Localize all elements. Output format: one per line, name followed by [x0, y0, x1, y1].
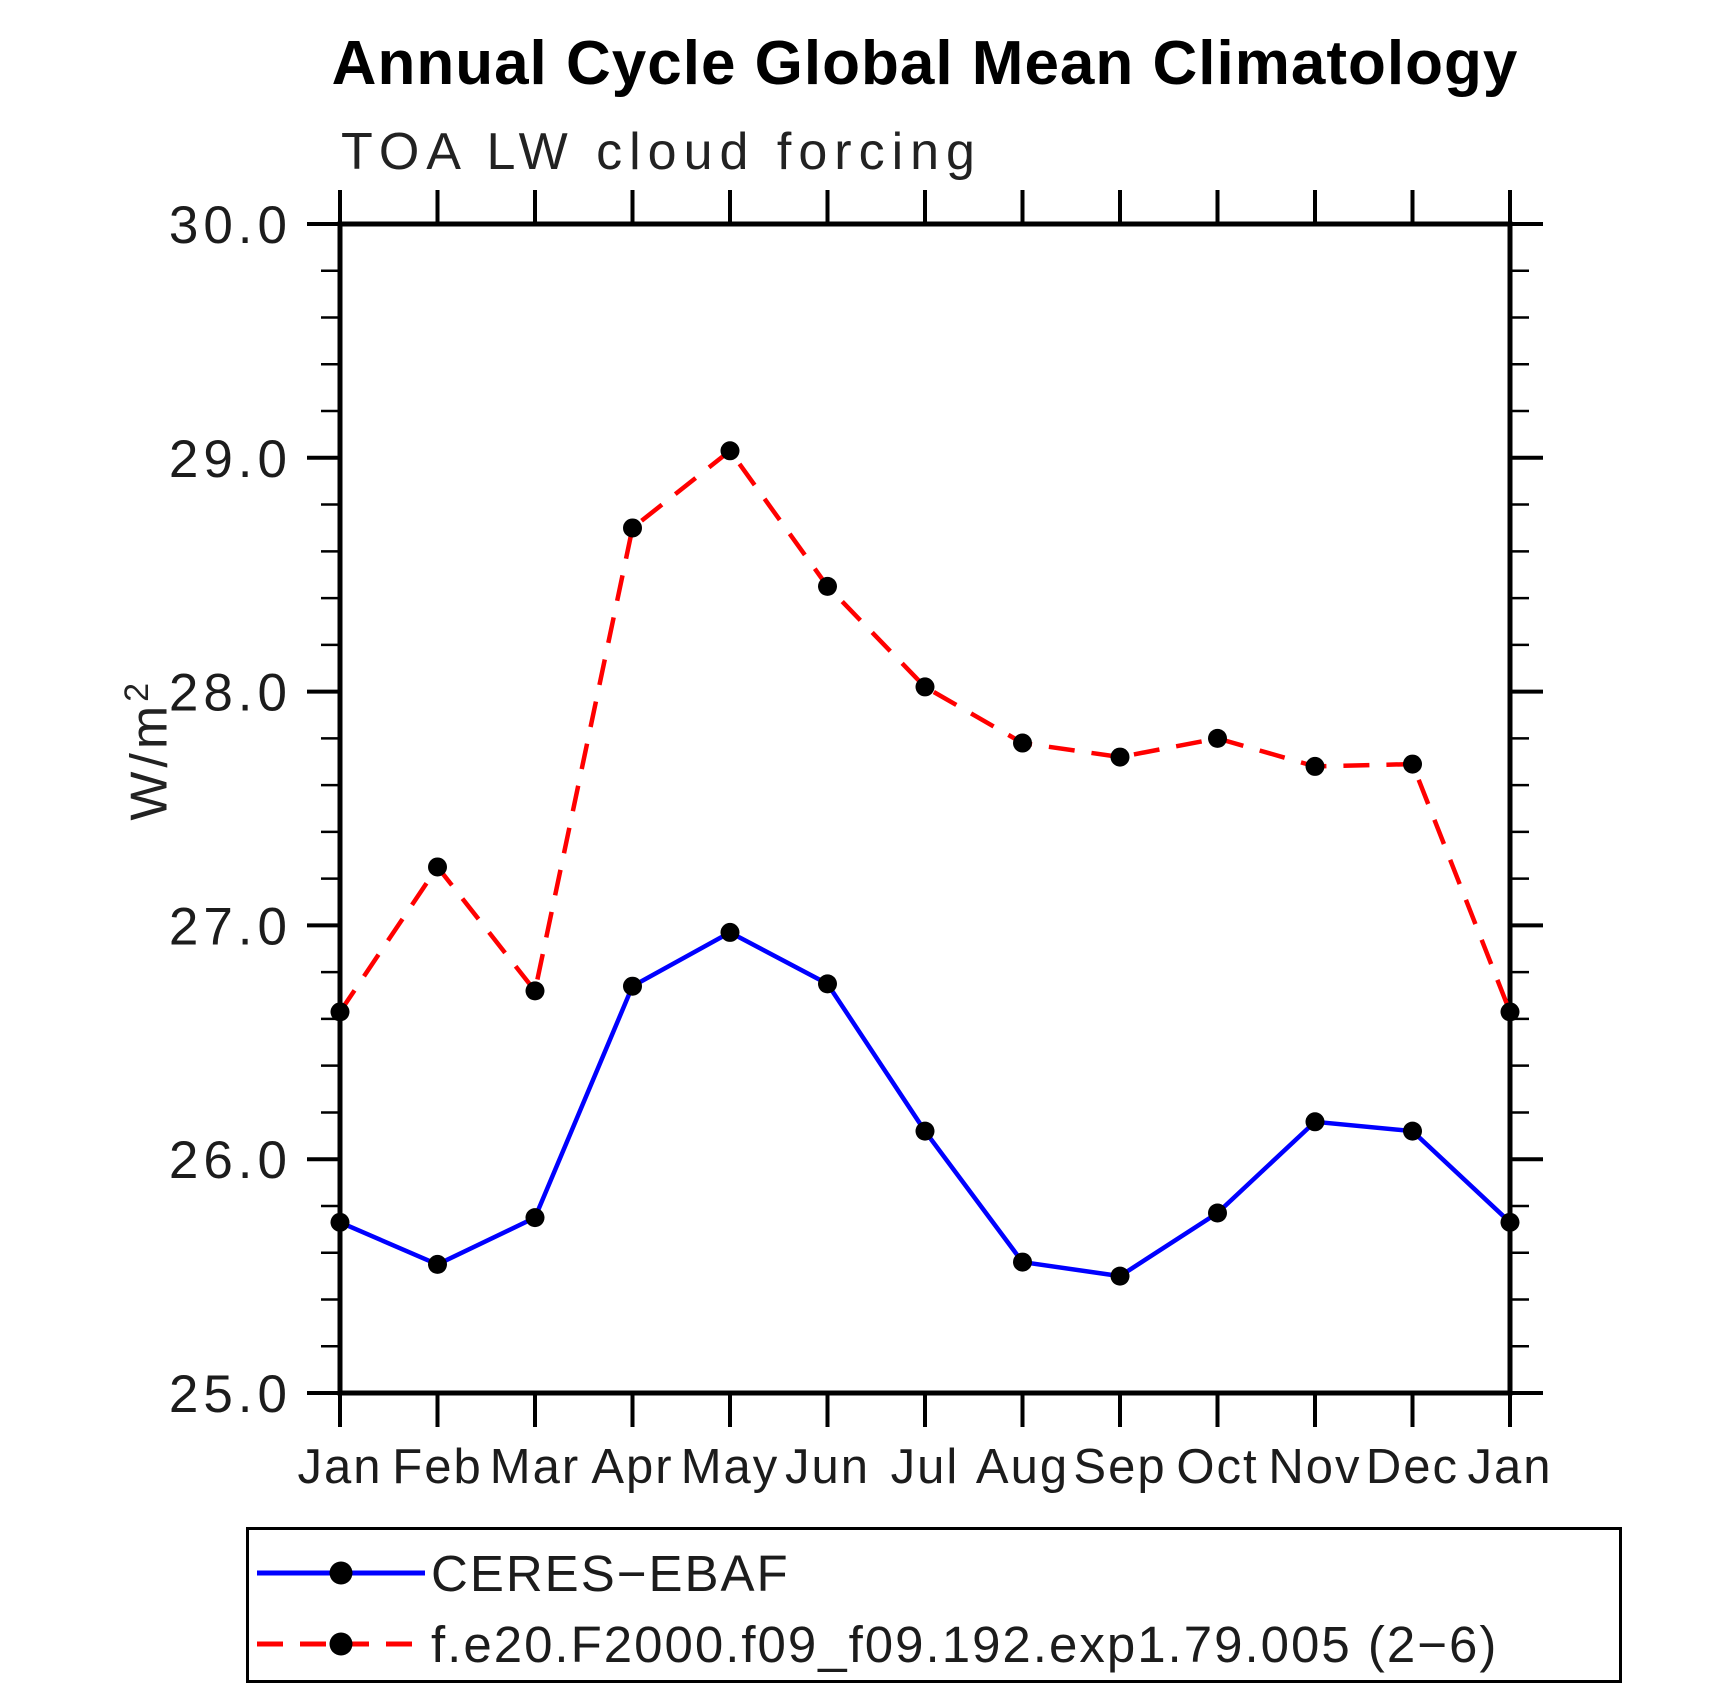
x-tick-label: Nov [1268, 1440, 1361, 1494]
x-tick-label: Jan [1467, 1440, 1552, 1494]
x-tick-label: Jun [785, 1440, 870, 1494]
marker-ceres-aug-7 [1013, 1252, 1032, 1272]
legend-line-sample-dashed [257, 1632, 425, 1656]
x-tick-label: Jul [891, 1440, 960, 1494]
x-tick-label: Apr [591, 1440, 673, 1494]
legend-entry-model: f.e20.F2000.f09_f09.192.exp1.79.005 (2−6… [253, 1616, 1498, 1673]
marker-ceres-dec-11 [1403, 1121, 1422, 1141]
x-tick-label: Feb [392, 1440, 482, 1494]
marker-model-jul-6 [915, 677, 935, 697]
marker-model-nov-10 [1305, 756, 1325, 776]
y-tick-label: 30.0 [169, 196, 292, 255]
marker-ceres-jan-12 [1500, 1212, 1520, 1232]
x-tick-label: Sep [1073, 1440, 1166, 1494]
marker-model-may-4 [720, 441, 740, 461]
x-tick-label: Aug [976, 1440, 1069, 1494]
marker-ceres-oct-9 [1208, 1203, 1227, 1223]
chart-subtitle: TOA LW cloud forcing [341, 123, 982, 181]
marker-model-jun-5 [818, 576, 837, 596]
series-line-ceres [339, 929, 1512, 1279]
x-tick-label: Mar [490, 1440, 580, 1494]
legend-entry-ceres: CERES−EBAF [253, 1545, 790, 1602]
legend-marker-dot [329, 1632, 353, 1656]
y-tick-label: 28.0 [169, 664, 292, 723]
marker-ceres-nov-10 [1305, 1112, 1325, 1132]
legend-label-ceres: CERES−EBAF [431, 1544, 790, 1602]
y-tick-label: 29.0 [169, 430, 292, 489]
marker-model-sep-8 [1110, 747, 1130, 767]
marker-ceres-feb-1 [428, 1254, 447, 1274]
y-tick-label: 26.0 [169, 1131, 292, 1190]
x-tick-label: Jan [297, 1440, 382, 1494]
marker-ceres-jul-6 [915, 1121, 935, 1141]
marker-ceres-may-4 [720, 922, 740, 942]
series-line-model [338, 447, 1513, 1014]
marker-ceres-jun-5 [818, 974, 837, 994]
legend-box: CERES−EBAF f.e20.F2000.f09_f09.192.exp1.… [246, 1527, 1622, 1683]
marker-ceres-jan-0 [330, 1212, 350, 1232]
marker-model-aug-7 [1013, 733, 1032, 753]
marker-model-dec-11 [1403, 754, 1422, 774]
marker-model-mar-2 [525, 981, 545, 1001]
y-tick-label: 27.0 [169, 897, 292, 956]
x-tick-label: Oct [1176, 1440, 1258, 1494]
x-tick-label: May [681, 1440, 780, 1494]
chart-title: Annual Cycle Global Mean Climatology [331, 29, 1519, 98]
marker-model-feb-1 [428, 857, 447, 877]
y-tick-label: 25.0 [169, 1365, 292, 1424]
axis-frame [337, 221, 1513, 1396]
marker-ceres-sep-8 [1110, 1266, 1130, 1286]
marker-model-jan-12 [1500, 1002, 1520, 1022]
marker-model-oct-9 [1208, 728, 1227, 748]
marker-model-jan-0 [330, 1002, 350, 1022]
legend-label-model: f.e20.F2000.f09_f09.192.exp1.79.005 (2−6… [431, 1615, 1499, 1673]
x-tick-label: Dec [1366, 1440, 1459, 1494]
marker-ceres-apr-3 [623, 976, 642, 996]
marker-ceres-mar-2 [525, 1208, 545, 1228]
legend-line-sample-solid [257, 1561, 425, 1585]
marker-model-apr-3 [623, 518, 642, 538]
legend-marker-dot [329, 1561, 353, 1585]
